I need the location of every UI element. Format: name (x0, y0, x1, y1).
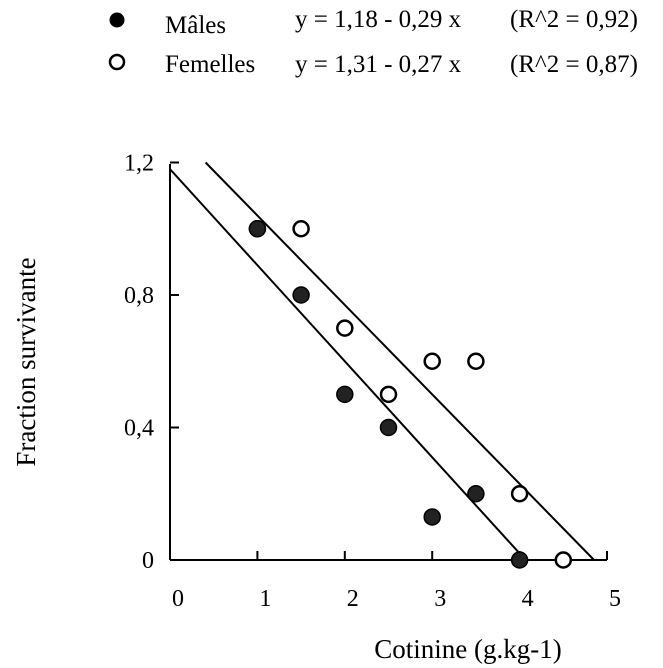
y-tick-label: 0,4 (124, 416, 154, 442)
x-tick-label: 1 (259, 586, 271, 612)
legend-males-marker (109, 12, 125, 28)
x-tick-label: 2 (347, 586, 359, 612)
legend-females-equation: y = 1,31 - 0,27 x (295, 51, 462, 78)
y-ticks: 0 0,4 0,8 1,2 (124, 151, 179, 574)
legend-females-label: Femelles (165, 51, 255, 78)
legend-females-r2: (R^2 = 0,87) (510, 51, 638, 78)
legend-males-label: Mâles (165, 12, 226, 39)
data-point-femelles (510, 485, 529, 503)
y-tick-label: 0 (142, 548, 154, 574)
data-point-males (248, 220, 267, 238)
data-point-femelles (336, 319, 354, 337)
axes (169, 164, 607, 561)
x-tick-label: 5 (609, 586, 621, 612)
data-point-femelles (292, 220, 310, 238)
legend-females-marker (108, 53, 126, 71)
data-point-males (379, 418, 398, 437)
legend-males-r2: (R^2 = 0,92) (510, 6, 638, 33)
x-tick-label: 3 (434, 586, 446, 612)
x-axis-title: Cotinine (g.kg-1) (374, 634, 561, 664)
data-point-males (423, 508, 441, 526)
y-tick-label: 0,8 (124, 283, 154, 309)
legend: Mâles y = 1,18 - 0,29 x (R^2 = 0,92) Fem… (108, 6, 638, 78)
data-point-femelles (554, 551, 573, 569)
y-axis-title: Fraction survivante (11, 257, 41, 466)
data-point-femelles (467, 352, 485, 370)
regression-lines (169, 161, 595, 561)
regression-line-males (169, 168, 527, 561)
data-point-males (292, 286, 310, 304)
x-tick-label: 4 (522, 586, 534, 612)
legend-males-equation: y = 1,18 - 0,29 x (295, 6, 462, 33)
data-point-femelles (379, 385, 398, 404)
x-tick-label: 0 (172, 586, 184, 612)
y-tick-label: 1,2 (124, 151, 154, 177)
data-point-femelles (423, 352, 441, 370)
x-ticks: 0 1 2 3 4 5 (169, 551, 621, 612)
data-point-males (510, 551, 529, 569)
data-point-males (467, 485, 485, 503)
data-point-males (336, 385, 354, 404)
regression-line-femelles (204, 161, 595, 561)
data-points (248, 220, 573, 569)
